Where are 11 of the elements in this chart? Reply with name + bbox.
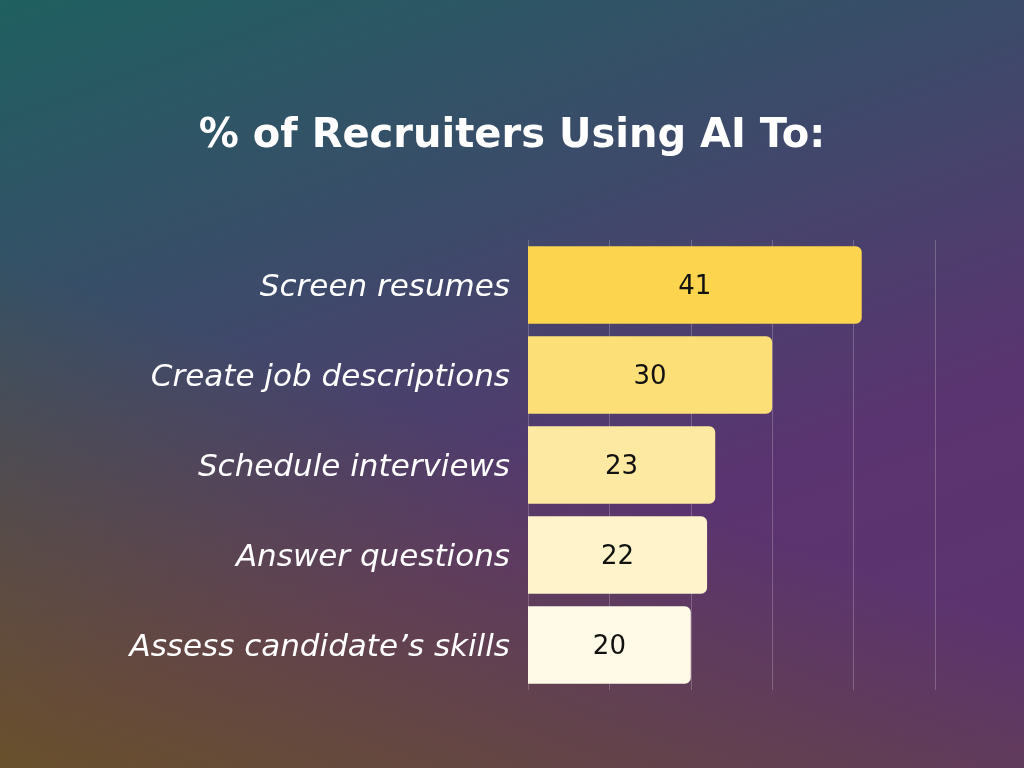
y-tick-label: Answer questions [233,537,510,573]
y-tick-label: Assess candidate’s skills [127,627,510,663]
y-tick-label: Schedule interviews [197,447,510,483]
y-tick-label: Create job descriptions [150,357,510,393]
data-label: 20 [592,630,626,660]
data-label: 30 [633,360,667,390]
data-label: 41 [678,270,712,300]
data-label: 22 [600,540,635,570]
chart-title: % of Recruiters Using AI To: [198,110,826,156]
y-tick-label: Screen resumes [259,267,510,303]
data-label: 23 [605,450,639,480]
